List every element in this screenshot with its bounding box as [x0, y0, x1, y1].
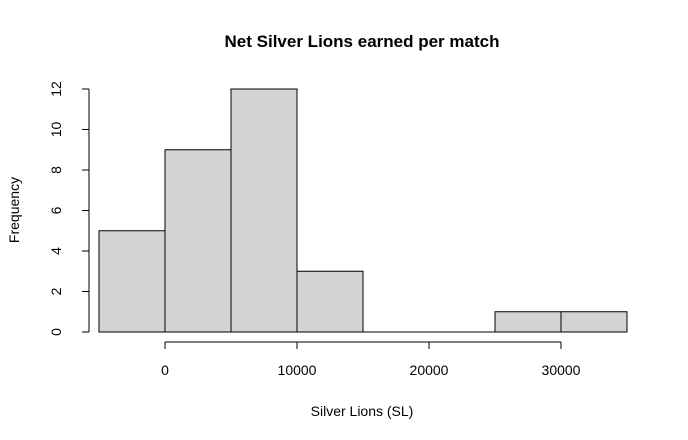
- chart-title: Net Silver Lions earned per match: [225, 32, 500, 51]
- bars-group: [98, 88, 628, 333]
- x-tick-label: 20000: [410, 362, 449, 378]
- histogram-bar-6: [494, 311, 562, 333]
- y-tick-label: 6: [48, 206, 64, 214]
- histogram-bar-0: [98, 230, 166, 333]
- x-tick-label: 0: [161, 362, 169, 378]
- y-tick-label: 12: [48, 81, 64, 97]
- histogram-bar-1: [164, 149, 232, 333]
- histogram-bar-7: [560, 311, 628, 333]
- x-axis-label: Silver Lions (SL): [311, 403, 414, 419]
- y-tick-label: 8: [48, 166, 64, 174]
- histogram-bar-3: [296, 270, 364, 333]
- y-axis-label: Frequency: [6, 177, 22, 243]
- histogram-bar-2: [230, 88, 298, 333]
- x-axis: 0 10000 20000 30000: [161, 341, 581, 378]
- y-axis: 0 2 4 6 8 10 12: [48, 81, 90, 336]
- y-tick-label: 2: [48, 287, 64, 295]
- y-tick-label: 10: [48, 122, 64, 138]
- y-tick-label: 0: [48, 328, 64, 336]
- y-tick-label: 4: [48, 247, 64, 255]
- x-tick-label: 30000: [542, 362, 581, 378]
- x-tick-label: 10000: [278, 362, 317, 378]
